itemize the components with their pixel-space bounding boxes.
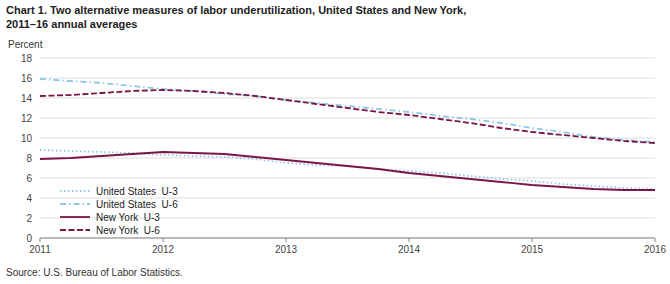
y-tick-label: 2 (26, 213, 32, 224)
legend-swatch (60, 216, 90, 218)
title: Chart 1. Two alternative measures of lab… (6, 4, 466, 16)
grid-line (40, 138, 655, 139)
legend-label: New York U-3 (96, 212, 160, 223)
x-tick (163, 238, 164, 242)
y-tick-label: 16 (21, 73, 33, 84)
x-tick-label: 2011 (29, 244, 51, 255)
y-tick-label: 8 (26, 153, 32, 164)
lines (40, 79, 655, 190)
series-line (40, 152, 655, 190)
x-tick-label: 2013 (275, 244, 298, 255)
x-tick (655, 238, 656, 242)
y-tick-label: 4 (26, 193, 32, 204)
y-tick-label: 14 (21, 93, 33, 104)
x-tick (532, 238, 533, 242)
legend-label: United States U-6 (96, 199, 178, 210)
x-tick (409, 238, 410, 242)
legend-label: New York U-6 (96, 225, 160, 236)
x-axis-line (40, 238, 655, 239)
y-axis-label: Percent (8, 39, 43, 50)
x-tick (40, 238, 41, 242)
x-tick-label: 2014 (398, 244, 421, 255)
legend-label: United States U-3 (96, 186, 178, 197)
grid-line (40, 118, 655, 119)
x-tick-label: 2016 (644, 244, 667, 255)
y-tick-label: 10 (21, 133, 33, 144)
legend-swatch (60, 229, 90, 231)
source-note: Source: U.S. Bureau of Labor Statistics. (6, 267, 183, 278)
y-tick-label: 0 (26, 233, 32, 244)
series-line (40, 79, 655, 142)
legend-swatch (60, 203, 90, 205)
legend-swatch (60, 190, 90, 192)
chart: Chart 1. Two alternative measures of lab… (0, 0, 670, 284)
grid-line (40, 98, 655, 99)
y-tick-label: 18 (21, 53, 33, 64)
grid-line (40, 58, 655, 59)
series-line (40, 90, 655, 143)
legend: United States U-3 United States U-6 New Yo… (60, 186, 178, 236)
y-tick-label: 12 (21, 113, 33, 124)
grid-line (40, 158, 655, 159)
grid (40, 58, 655, 238)
x-tick-label: 2012 (152, 244, 175, 255)
series-line (40, 150, 655, 189)
grid-line (40, 78, 655, 79)
grid-line (40, 238, 655, 239)
x-tick-label: 2015 (521, 244, 544, 255)
y-tick-label: 6 (26, 173, 32, 184)
x-tick (286, 238, 287, 242)
grid-line (40, 178, 655, 179)
subtitle: 2011–16 annual averages (6, 18, 137, 30)
